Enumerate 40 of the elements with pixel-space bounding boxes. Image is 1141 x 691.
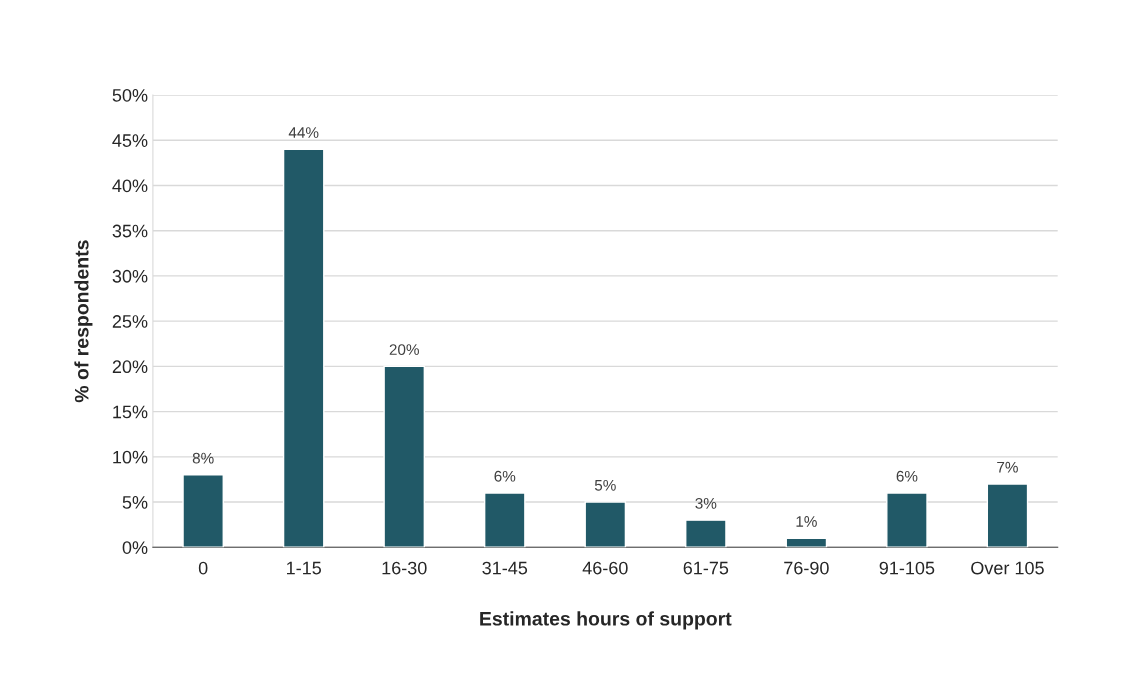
- data-label: 5%: [594, 479, 616, 491]
- y-tick-label: 10%: [113, 450, 148, 464]
- data-label: 1%: [796, 516, 817, 527]
- data-label: 7%: [997, 461, 1018, 473]
- x-tick-label: 76-90: [784, 561, 829, 575]
- data-label: 44%: [288, 127, 319, 138]
- y-axis-title: % of respondents: [74, 240, 93, 403]
- bar: [986, 483, 1029, 548]
- y-tick-label: 30%: [112, 269, 148, 283]
- x-tick-label: Over 105: [971, 561, 1044, 575]
- data-label: 6%: [494, 470, 516, 482]
- y-tick-label: 5%: [122, 496, 148, 509]
- x-tick-label: 0: [198, 561, 208, 575]
- y-tick-label: 20%: [112, 360, 148, 374]
- y-tick-label: 45%: [112, 134, 148, 147]
- x-tick-label: 1-15: [287, 561, 322, 575]
- bar: [383, 365, 426, 548]
- bar: [685, 519, 727, 548]
- bar: [785, 537, 828, 548]
- bar: [886, 492, 928, 548]
- y-tick-label: 15%: [113, 405, 148, 419]
- x-tick-label: 46-60: [582, 561, 628, 575]
- bar: [282, 148, 325, 548]
- x-tick-label: 16-30: [382, 561, 427, 575]
- y-tick-label: 50%: [112, 88, 148, 102]
- x-axis-title: Estimates hours of support: [480, 611, 732, 630]
- bar: [483, 492, 526, 548]
- bar: [584, 501, 627, 548]
- y-tick-label: 35%: [112, 224, 148, 238]
- data-label: 8%: [192, 452, 214, 464]
- data-label: 20%: [389, 344, 419, 356]
- bar: [182, 474, 224, 548]
- y-tick-label: 40%: [112, 179, 148, 193]
- x-tick-label: 31-45: [482, 561, 528, 575]
- data-label: 3%: [695, 497, 717, 509]
- y-tick-label: 0%: [122, 541, 148, 554]
- data-label: 6%: [896, 470, 918, 482]
- x-tick-label: 61-75: [683, 561, 729, 575]
- x-tick-label: 91-105: [879, 561, 935, 575]
- y-tick-label: 25%: [112, 315, 148, 328]
